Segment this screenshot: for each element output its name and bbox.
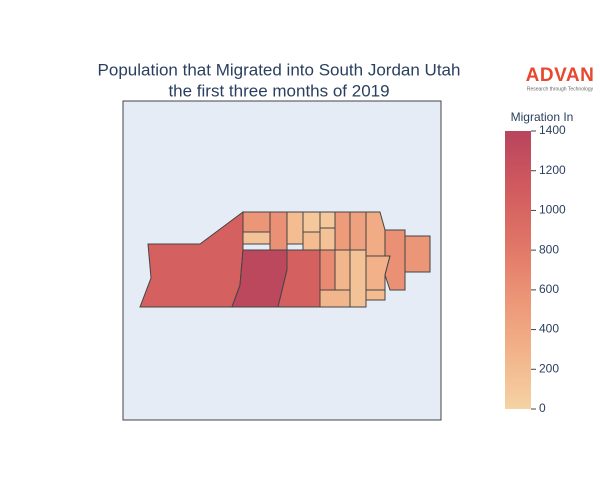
colorbar-tick-label: 1200 [539, 163, 566, 177]
colorbar-tick-label: 200 [539, 361, 559, 375]
colorbar-tick-label: 1000 [539, 203, 566, 217]
colorbar-tick-label: 600 [539, 282, 559, 296]
region [242, 231, 271, 245]
region [404, 235, 431, 273]
regions [139, 211, 431, 308]
colorbar [505, 131, 531, 409]
colorbar-title: Migration In [511, 110, 574, 124]
colorbar-tick-label: 1400 [539, 123, 566, 137]
region [334, 211, 351, 251]
colorbar-tick-label: 800 [539, 242, 559, 256]
region [319, 249, 336, 291]
map-title: the first three months of 2019 [168, 81, 389, 100]
region [319, 227, 336, 251]
region [302, 231, 321, 251]
region [302, 211, 321, 233]
region [349, 211, 367, 251]
map-title: Population that Migrated into South Jord… [98, 60, 461, 79]
region [242, 211, 271, 233]
colorbar-ticks: 0 200 400 600 800 1000 1200 1400 [531, 123, 566, 415]
region [286, 211, 304, 245]
colorbar-tick-label: 0 [539, 401, 546, 415]
logo: ADVAN [526, 65, 595, 86]
region [269, 211, 288, 251]
region [365, 289, 386, 301]
region [349, 249, 367, 308]
region [365, 211, 386, 257]
region [319, 289, 351, 308]
colorbar-tick-label: 400 [539, 322, 559, 336]
region [334, 249, 351, 291]
region [319, 211, 336, 229]
logo-tagline: Research through Technology [527, 86, 594, 92]
